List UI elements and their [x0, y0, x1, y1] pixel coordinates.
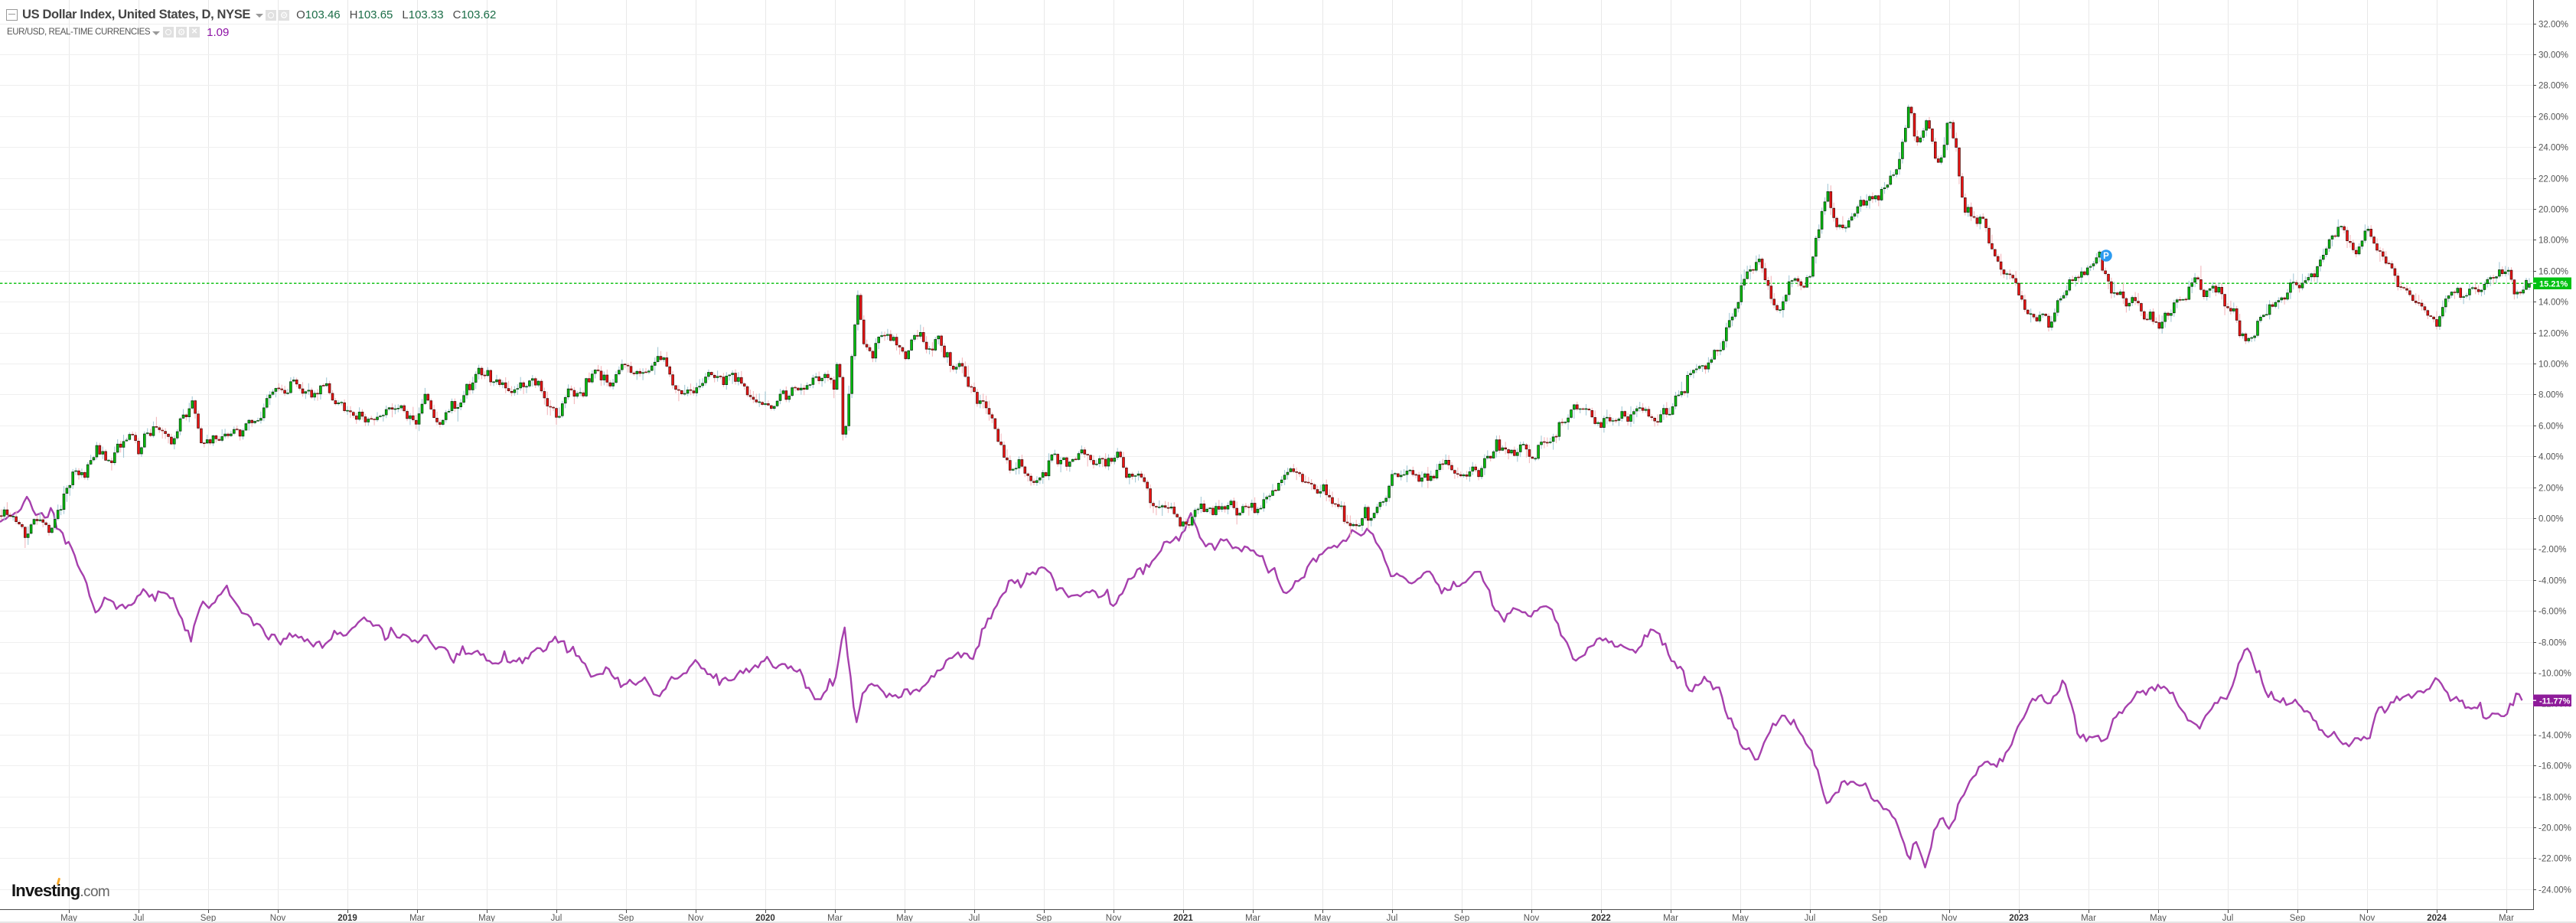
svg-text:12.00%: 12.00%	[2539, 330, 2568, 339]
svg-text:16.00%: 16.00%	[2539, 268, 2568, 277]
svg-text:Mar: Mar	[2081, 914, 2096, 923]
svg-text:-22.00%: -22.00%	[2539, 855, 2571, 864]
svg-text:Jul: Jul	[1805, 914, 1816, 923]
svg-text:8.00%: 8.00%	[2539, 391, 2564, 400]
svg-text:2021: 2021	[1173, 914, 1193, 923]
svg-text:Nov: Nov	[688, 914, 704, 923]
svg-text:Nov: Nov	[2359, 914, 2375, 923]
svg-text:28.00%: 28.00%	[2539, 82, 2568, 91]
svg-text:Mar: Mar	[2499, 914, 2514, 923]
svg-text:Jul: Jul	[133, 914, 145, 923]
svg-text:-6.00%: -6.00%	[2539, 608, 2566, 617]
svg-text:Sep: Sep	[1872, 914, 1887, 923]
svg-text:Jul: Jul	[1387, 914, 1398, 923]
svg-text:May: May	[1732, 914, 1749, 923]
svg-text:-20.00%: -20.00%	[2539, 824, 2571, 833]
svg-text:2024: 2024	[2427, 914, 2447, 923]
svg-text:4.00%: 4.00%	[2539, 453, 2564, 462]
svg-text:Mar: Mar	[1663, 914, 1678, 923]
svg-text:Sep: Sep	[1036, 914, 1052, 923]
svg-text:18.00%: 18.00%	[2539, 236, 2568, 246]
svg-text:May: May	[2150, 914, 2167, 923]
svg-text:-14.00%: -14.00%	[2539, 732, 2571, 741]
svg-text:22.00%: 22.00%	[2539, 175, 2568, 184]
svg-text:32.00%: 32.00%	[2539, 21, 2568, 30]
svg-text:0.00%: 0.00%	[2539, 515, 2564, 524]
svg-text:-2.00%: -2.00%	[2539, 546, 2566, 555]
svg-text:Mar: Mar	[827, 914, 843, 923]
svg-text:-18.00%: -18.00%	[2539, 794, 2571, 803]
svg-text:Jul: Jul	[969, 914, 980, 923]
svg-text:Sep: Sep	[201, 914, 216, 923]
svg-text:20.00%: 20.00%	[2539, 206, 2568, 215]
svg-text:Sep: Sep	[2290, 914, 2305, 923]
svg-text:24.00%: 24.00%	[2539, 144, 2568, 153]
svg-text:-8.00%: -8.00%	[2539, 639, 2566, 648]
svg-text:Nov: Nov	[270, 914, 286, 923]
svg-text:2023: 2023	[2009, 914, 2029, 923]
svg-text:2022: 2022	[1591, 914, 1611, 923]
svg-text:Sep: Sep	[618, 914, 634, 923]
svg-text:2019: 2019	[337, 914, 357, 923]
svg-text:-24.00%: -24.00%	[2539, 886, 2571, 895]
svg-text:Jul: Jul	[2222, 914, 2234, 923]
svg-text:Nov: Nov	[1524, 914, 1540, 923]
svg-text:15.21%: 15.21%	[2539, 280, 2568, 289]
svg-text:-4.00%: -4.00%	[2539, 577, 2566, 586]
svg-text:-11.77%: -11.77%	[2539, 697, 2571, 706]
svg-text:P: P	[2103, 252, 2109, 261]
svg-text:Jul: Jul	[551, 914, 562, 923]
svg-text:May: May	[1314, 914, 1331, 923]
svg-text:Nov: Nov	[1106, 914, 1122, 923]
svg-text:14.00%: 14.00%	[2539, 298, 2568, 308]
svg-text:May: May	[60, 914, 77, 923]
svg-text:May: May	[478, 914, 495, 923]
svg-text:30.00%: 30.00%	[2539, 51, 2568, 60]
svg-text:Mar: Mar	[1245, 914, 1260, 923]
svg-text:Mar: Mar	[409, 914, 425, 923]
svg-text:-16.00%: -16.00%	[2539, 762, 2571, 771]
svg-text:6.00%: 6.00%	[2539, 422, 2564, 432]
svg-text:2020: 2020	[755, 914, 775, 923]
svg-text:Sep: Sep	[1454, 914, 1469, 923]
svg-text:26.00%: 26.00%	[2539, 113, 2568, 122]
svg-text:-10.00%: -10.00%	[2539, 670, 2571, 679]
svg-text:2.00%: 2.00%	[2539, 484, 2564, 494]
svg-text:Nov: Nov	[1942, 914, 1958, 923]
svg-text:May: May	[896, 914, 913, 923]
svg-text:10.00%: 10.00%	[2539, 360, 2568, 370]
